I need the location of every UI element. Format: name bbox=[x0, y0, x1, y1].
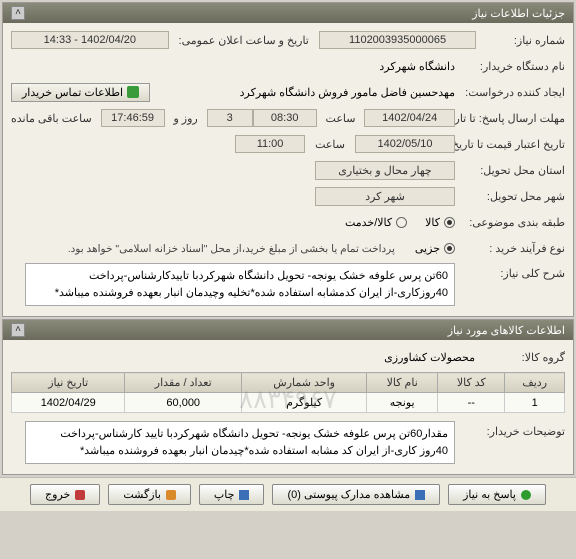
items-header: اطلاعات کالاهای مورد نیاز ˄ bbox=[3, 320, 573, 340]
items-body: گروه کالا: محصولات کشاورزی ردیف کد کالا … bbox=[3, 340, 573, 474]
reply-icon bbox=[521, 490, 531, 500]
purchase-type-label: نوع فرآیند خرید : bbox=[455, 242, 565, 255]
deadline-date: 1402/04/24 bbox=[364, 109, 455, 127]
attachments-button[interactable]: مشاهده مدارک پیوستی (0) bbox=[272, 484, 440, 505]
group-label: گروه کالا: bbox=[475, 351, 565, 364]
pub-date-label: تاریخ و ساعت اعلان عمومی: bbox=[179, 34, 309, 47]
contact-buyer-label: اطلاعات تماس خریدار bbox=[22, 86, 123, 99]
class-radio-group: کالا کالا/خدمت bbox=[345, 216, 455, 229]
items-panel: اطلاعات کالاهای مورد نیاز ˄ گروه کالا: م… bbox=[2, 319, 574, 475]
cell-date: 1402/04/29 bbox=[12, 393, 125, 413]
class-goods-label: کالا bbox=[425, 216, 440, 229]
group-value: محصولات کشاورزی bbox=[384, 351, 475, 364]
contact-buyer-button[interactable]: اطلاعات تماس خریدار bbox=[11, 83, 150, 102]
cell-row: 1 bbox=[505, 393, 565, 413]
col-date: تاریخ نیاز bbox=[12, 373, 125, 393]
radio-selected-icon bbox=[444, 243, 455, 254]
col-name: نام کالا bbox=[367, 373, 438, 393]
back-button[interactable]: بازگشت bbox=[108, 484, 191, 505]
need-no-value: 1102003935000065 bbox=[319, 31, 477, 49]
deadline-time: 08:30 bbox=[253, 109, 317, 127]
exit-label: خروج bbox=[45, 488, 70, 501]
valid-label: تاریخ اعتبار قیمت تا تاریخ: bbox=[455, 138, 565, 151]
print-icon bbox=[239, 490, 249, 500]
deadline-time-label: ساعت bbox=[326, 112, 356, 125]
delivery-city-label: شهر محل تحویل: bbox=[455, 190, 565, 203]
col-unit: واحد شمارش bbox=[242, 373, 367, 393]
buyer-note-label: توضیحات خریدار: bbox=[455, 421, 565, 438]
class-label: طبقه بندی موضوعی: bbox=[455, 216, 565, 229]
attachments-label: مشاهده مدارک پیوستی (0) bbox=[287, 488, 410, 501]
pub-date-value: 1402/04/20 - 14:33 bbox=[11, 31, 169, 49]
footer-toolbar: پاسخ به نیاز مشاهده مدارک پیوستی (0) چاپ… bbox=[0, 477, 576, 511]
cell-unit: کیلوگرم bbox=[242, 393, 367, 413]
need-info-body: شماره نیاز: 1102003935000065 تاریخ و ساع… bbox=[3, 23, 573, 316]
radio-empty-icon bbox=[396, 217, 407, 228]
need-info-panel: جزئیات اطلاعات نیاز ˄ شماره نیاز: 110200… bbox=[2, 2, 574, 317]
class-goods-option[interactable]: کالا bbox=[425, 216, 455, 229]
delivery-city: شهر کرد bbox=[315, 187, 455, 206]
back-label: بازگشت bbox=[123, 488, 161, 501]
creator-label: ایجاد کننده درخواست: bbox=[455, 86, 565, 99]
purchase-partial-label: جزیی bbox=[415, 242, 440, 255]
creator-value: مهدحسین فاضل مامور فروش دانشگاه شهرکرد bbox=[240, 86, 455, 99]
countdown: 17:46:59 bbox=[101, 109, 165, 127]
remain-label: ساعت باقی مانده bbox=[11, 112, 92, 125]
valid-date: 1402/05/10 bbox=[355, 135, 455, 153]
collapse-icon[interactable]: ˄ bbox=[11, 6, 25, 20]
delivery-province: چهار محال و بختیاری bbox=[315, 161, 455, 180]
need-info-title: جزئیات اطلاعات نیاز bbox=[472, 7, 565, 20]
exit-button[interactable]: خروج bbox=[30, 484, 100, 505]
payment-note: پرداخت تمام یا بخشی از مبلغ خرید،از محل … bbox=[68, 243, 395, 255]
print-label: چاپ bbox=[214, 488, 235, 501]
buyer-org-value: دانشگاه شهرکرد bbox=[379, 60, 455, 73]
cell-name: یونجه bbox=[367, 393, 438, 413]
col-code: کد کالا bbox=[438, 373, 505, 393]
cell-qty: 60,000 bbox=[125, 393, 242, 413]
need-info-header: جزئیات اطلاعات نیاز ˄ bbox=[3, 3, 573, 23]
back-icon bbox=[166, 490, 176, 500]
contact-icon bbox=[127, 86, 139, 98]
delivery-place-label: استان محل تحویل: bbox=[455, 164, 565, 177]
days-remaining: 3 bbox=[207, 109, 253, 127]
purchase-partial-option[interactable]: جزیی bbox=[415, 242, 455, 255]
col-row: ردیف bbox=[505, 373, 565, 393]
cell-code: -- bbox=[438, 393, 505, 413]
table-header-row: ردیف کد کالا نام کالا واحد شمارش تعداد /… bbox=[12, 373, 565, 393]
print-button[interactable]: چاپ bbox=[199, 484, 265, 505]
purchase-type-group: جزیی bbox=[415, 242, 455, 255]
buyer-org-label: نام دستگاه خریدار: bbox=[455, 60, 565, 73]
desc-label: شرح کلی نیاز: bbox=[455, 263, 565, 280]
class-service-label: کالا/خدمت bbox=[345, 216, 392, 229]
items-table: ردیف کد کالا نام کالا واحد شمارش تعداد /… bbox=[11, 372, 565, 413]
days-label: روز و bbox=[173, 112, 197, 125]
class-service-option[interactable]: کالا/خدمت bbox=[345, 216, 407, 229]
table-row[interactable]: 1 -- یونجه کیلوگرم 60,000 1402/04/29 bbox=[12, 393, 565, 413]
attachment-icon bbox=[415, 490, 425, 500]
desc-text: 60تن پرس علوفه خشک یونجه- تحویل دانشگاه … bbox=[25, 263, 455, 306]
exit-icon bbox=[75, 490, 85, 500]
radio-selected-icon bbox=[444, 217, 455, 228]
deadline-label: مهلت ارسال پاسخ: تا تاریخ: bbox=[455, 112, 565, 125]
reply-label: پاسخ به نیاز bbox=[463, 488, 516, 501]
reply-button[interactable]: پاسخ به نیاز bbox=[448, 484, 546, 505]
buyer-note-text: مقدار60تن پرس علوفه خشک یونجه- تحویل دان… bbox=[25, 421, 455, 464]
need-no-label: شماره نیاز: bbox=[476, 34, 565, 47]
items-title: اطلاعات کالاهای مورد نیاز bbox=[448, 324, 565, 337]
valid-time-label: ساعت bbox=[315, 138, 345, 151]
collapse-icon[interactable]: ˄ bbox=[11, 323, 25, 337]
valid-time: 11:00 bbox=[235, 135, 305, 153]
col-qty: تعداد / مقدار bbox=[125, 373, 242, 393]
